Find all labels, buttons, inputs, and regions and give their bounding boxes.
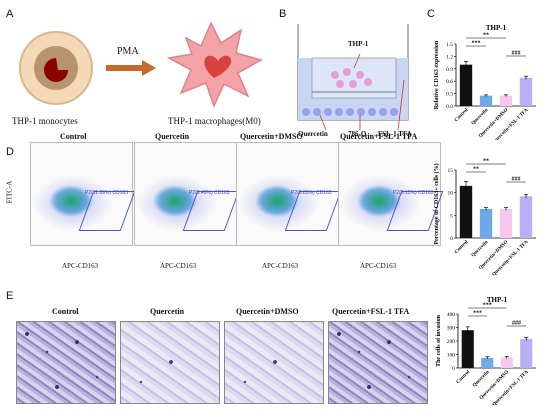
- x-tick-label: Control: [454, 239, 470, 255]
- y-tick-label: 0: [450, 236, 453, 242]
- e-col-0: Control: [52, 307, 79, 316]
- y-tick-label: 5: [450, 213, 453, 219]
- monocyte-illustration: [19, 31, 93, 105]
- y-tick-label: 400: [447, 312, 456, 318]
- y-tick-label: 0.3: [446, 92, 453, 98]
- transwell-diagram: [297, 24, 409, 131]
- chart-d: Percentage of CD163+ cells (%) 0 5 10 15 Cont…: [433, 159, 536, 278]
- bar: [500, 357, 513, 368]
- invasion-image-control: [16, 321, 116, 404]
- x-tick-label: Quercetin: [471, 108, 490, 127]
- sig-label: ###: [512, 321, 521, 327]
- gate-label: P2(9.15%) CD163: [393, 190, 434, 196]
- panel-label-a: A: [6, 8, 14, 20]
- bar: [520, 338, 533, 368]
- e-col-1: Quercetin: [150, 307, 185, 316]
- monocyte-label: THP-1 monocytes: [12, 116, 78, 126]
- flow-gate: [78, 191, 136, 231]
- y-tick-label: 0.0: [446, 104, 453, 110]
- e-col-3: Quercetin+FSL-1 TFA: [332, 307, 410, 316]
- bar: [481, 357, 494, 368]
- y-tick-label: 15: [448, 168, 454, 174]
- panel-label-b: B: [279, 8, 287, 20]
- b-right-label: FSL-1 TFA: [378, 130, 412, 138]
- d-col-3: Quercetin+FSL-1 TFA: [340, 132, 418, 141]
- sig-label: **: [473, 167, 479, 173]
- flow-plot-quercetin-dmso: P2(6.85%) CD163: [236, 142, 342, 246]
- pma-arrow-icon: [106, 60, 156, 76]
- d-xlabel: APC-CD163: [262, 262, 299, 270]
- y-tick-label: 0: [452, 366, 455, 372]
- x-tick-label: Quercetin: [471, 240, 490, 259]
- flow-plot-control: P2(11.09%) CD163: [30, 142, 136, 246]
- gate-label: P2(6.49%) CD163: [189, 190, 230, 196]
- y-axis-label: The cells of invasion: [436, 314, 442, 367]
- panel-label-d: D: [6, 146, 14, 158]
- bar: [459, 64, 473, 106]
- panel-label-e: E: [6, 290, 14, 302]
- b-mid-label: 786-O: [348, 130, 367, 138]
- invasion-image-quercetin-dmso: [224, 321, 324, 404]
- sig-label: ***: [472, 41, 481, 47]
- sig-label: ***: [483, 303, 492, 309]
- x-tick-label: Quercetin+FSL-1 TFA: [492, 240, 530, 278]
- macrophage-label: THP-1 macrophages(M0): [168, 116, 261, 126]
- bar: [459, 185, 473, 238]
- flow-plot-quercetin-fsl1: P2(9.15%) CD163: [338, 142, 444, 246]
- flow-gate: [284, 191, 342, 231]
- y-tick-label: 0.9: [446, 67, 453, 73]
- d-xlabel: APC-CD163: [62, 262, 99, 270]
- gate-label: P2(6.85%) CD163: [291, 190, 332, 196]
- macrophage-illustration: [166, 21, 263, 108]
- bar: [461, 330, 474, 368]
- x-tick-label: Control: [454, 107, 470, 123]
- d-ylabel: FITC-A: [5, 180, 14, 204]
- sig-label: ###: [512, 177, 521, 183]
- chart-title: THP-1: [486, 24, 507, 32]
- y-tick-label: 100: [447, 353, 456, 359]
- chart-e: THP-1 The cells of invasion 0 100 200 300 400 C…: [436, 296, 536, 408]
- y-axis-label: Relative CD163 expression: [434, 40, 440, 109]
- invasion-image-quercetin: [120, 321, 220, 404]
- b-top-label: THP-1: [348, 40, 369, 48]
- chart-c: THP-1 Relative CD163 expression 0.0 0.3 0.6 0…: [434, 24, 536, 140]
- y-tick-label: 10: [448, 191, 454, 197]
- flow-gate: [182, 191, 240, 231]
- d-xlabel: APC-CD163: [160, 262, 197, 270]
- y-axis-label: Percentage of CD163+ cells (%): [433, 163, 440, 244]
- bar: [519, 77, 533, 106]
- sig-label: ***: [473, 311, 482, 317]
- sig-label: ###: [512, 51, 521, 57]
- bar: [519, 196, 533, 238]
- sig-label: **: [483, 159, 489, 165]
- invasion-image-quercetin-fsl1: [328, 321, 428, 404]
- d-col-0: Control: [60, 132, 87, 141]
- y-tick-label: 0.6: [446, 79, 453, 85]
- y-tick-label: 200: [447, 339, 456, 345]
- x-tick-label: Quercetin: [472, 370, 491, 389]
- bar: [479, 95, 493, 106]
- d-xlabel: APC-CD163: [360, 262, 397, 270]
- x-tick-label: Quercetin+FSL-1 TFA: [492, 108, 530, 140]
- panel-label-c: C: [427, 8, 435, 20]
- flow-plot-quercetin: P2(6.49%) CD163: [134, 142, 240, 246]
- b-left-label: Quercetin: [298, 130, 328, 138]
- chart-title: THP-1: [487, 296, 508, 304]
- d-col-1: Quercetin: [155, 132, 190, 141]
- bar: [479, 208, 493, 238]
- x-tick-label: Quercetin+FSL-1 TFA: [492, 370, 530, 408]
- y-tick-label: 1.2: [446, 54, 453, 60]
- d-col-2: Quercetin+DMSO: [240, 132, 303, 141]
- y-tick-label: 1.5: [446, 42, 453, 48]
- y-tick-label: 300: [447, 326, 456, 332]
- sig-label: **: [483, 33, 489, 39]
- x-tick-label: Control: [456, 369, 472, 385]
- bar: [499, 95, 513, 106]
- gate-label: P2(11.09%) CD163: [85, 190, 128, 196]
- e-col-2: Quercetin+DMSO: [236, 307, 299, 316]
- pma-label: PMA: [117, 46, 139, 57]
- bar: [499, 208, 513, 238]
